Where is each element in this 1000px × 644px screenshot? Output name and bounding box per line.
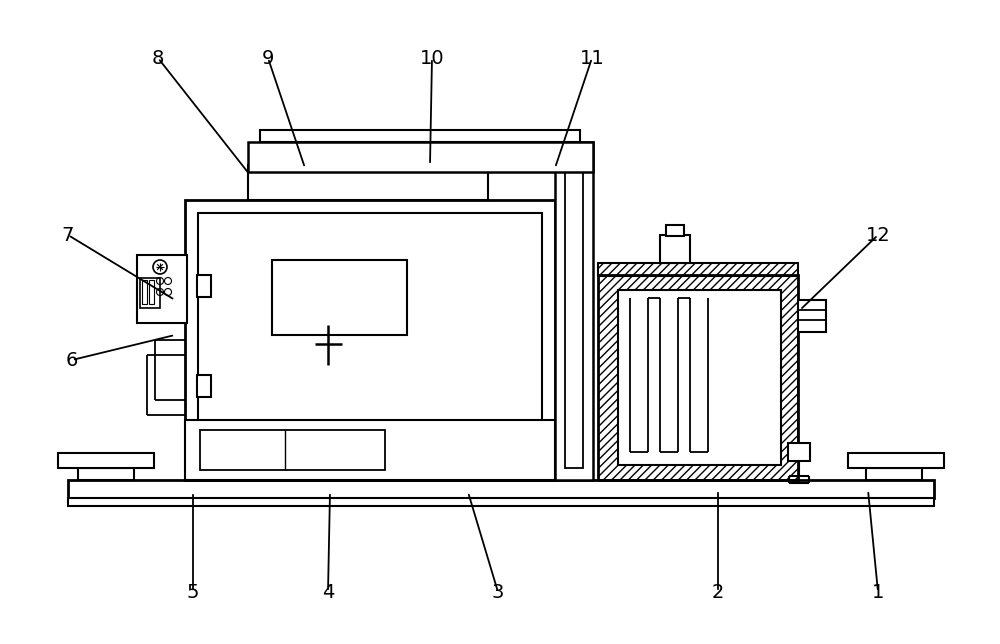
Bar: [140, 278, 160, 308]
Text: 3: 3: [492, 583, 504, 601]
Text: 10: 10: [420, 48, 444, 68]
Text: 11: 11: [580, 48, 604, 68]
Text: 8: 8: [152, 48, 164, 68]
Bar: [137, 255, 187, 323]
Text: 9: 9: [262, 48, 274, 68]
Bar: [149, 280, 154, 304]
Text: 12: 12: [866, 225, 890, 245]
Bar: [598, 275, 798, 480]
Bar: [272, 260, 407, 335]
Bar: [248, 165, 488, 200]
Bar: [666, 225, 684, 236]
Bar: [848, 453, 944, 468]
Bar: [660, 235, 690, 263]
Bar: [197, 375, 211, 397]
Text: 1: 1: [872, 583, 884, 601]
Bar: [78, 468, 134, 480]
Bar: [555, 142, 593, 480]
Bar: [798, 300, 826, 332]
Bar: [248, 142, 593, 172]
Bar: [565, 153, 583, 468]
Bar: [185, 200, 555, 480]
Bar: [68, 498, 934, 506]
Bar: [618, 290, 781, 465]
Bar: [788, 443, 810, 461]
Bar: [260, 153, 475, 166]
Text: 6: 6: [66, 350, 78, 370]
Bar: [185, 420, 555, 480]
Bar: [866, 468, 922, 480]
Text: 4: 4: [322, 583, 334, 601]
Bar: [142, 280, 147, 304]
Bar: [58, 453, 154, 468]
Bar: [598, 263, 798, 276]
Bar: [68, 480, 934, 498]
Bar: [197, 275, 211, 297]
Bar: [200, 430, 385, 470]
Bar: [272, 142, 462, 154]
Text: 5: 5: [187, 583, 199, 601]
Text: 2: 2: [712, 583, 724, 601]
Bar: [260, 130, 580, 142]
Text: 7: 7: [62, 225, 74, 245]
Bar: [198, 213, 542, 478]
